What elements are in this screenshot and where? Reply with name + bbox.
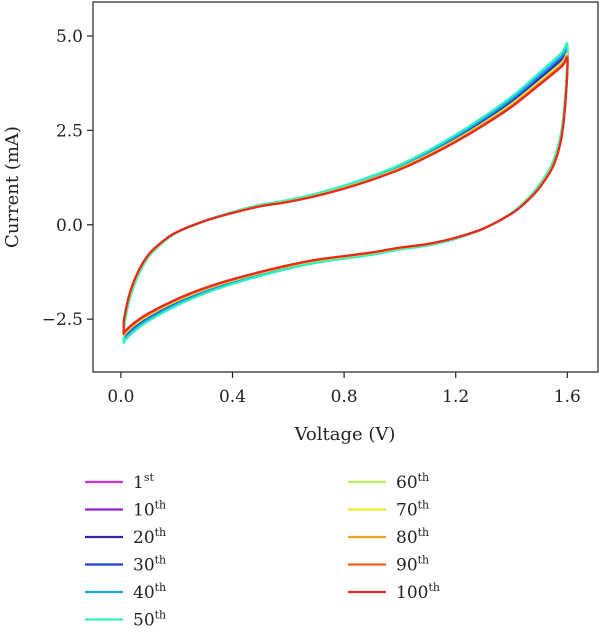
series-line-100th (122, 56, 569, 335)
y-tick-label: 0.0 (56, 216, 83, 236)
legend-entry: 70th (396, 499, 429, 521)
y-tick-label: 2.5 (56, 121, 83, 141)
y-axis-ticks: −2.5 0.0 2.5 5.0 (42, 27, 93, 330)
x-tick-label: 1.6 (554, 387, 581, 407)
legend-entry: 10th (133, 499, 166, 521)
legend-entry: 80th (396, 526, 429, 548)
x-tick-label: 0.0 (107, 387, 134, 407)
x-axis-label: Voltage (V) (294, 424, 396, 445)
legend-entry: 20th (133, 526, 166, 548)
plot-frame (92, 1, 599, 373)
y-axis-label: Current (mA) (2, 126, 23, 248)
y-tick-label: −2.5 (42, 310, 83, 330)
legend: 1st 10th 20th 30th 40th 50th 60th 70th 80th 90th 1… (85, 471, 440, 631)
legend-entry: 40th (133, 581, 166, 603)
legend-entry: 100th (396, 581, 440, 603)
cv-curves (122, 41, 569, 344)
legend-entry: 1st (133, 471, 154, 493)
x-tick-label: 1.2 (442, 387, 469, 407)
legend-entry: 30th (133, 554, 166, 576)
x-tick-label: 0.4 (219, 387, 246, 407)
legend-entry: 60th (396, 471, 429, 493)
legend-entry: 90th (396, 554, 429, 576)
y-tick-label: 5.0 (56, 27, 83, 47)
legend-entry: 50th (133, 609, 166, 631)
x-tick-label: 0.8 (331, 387, 358, 407)
x-axis-ticks: 0.0 0.4 0.8 1.2 1.6 (107, 372, 581, 407)
